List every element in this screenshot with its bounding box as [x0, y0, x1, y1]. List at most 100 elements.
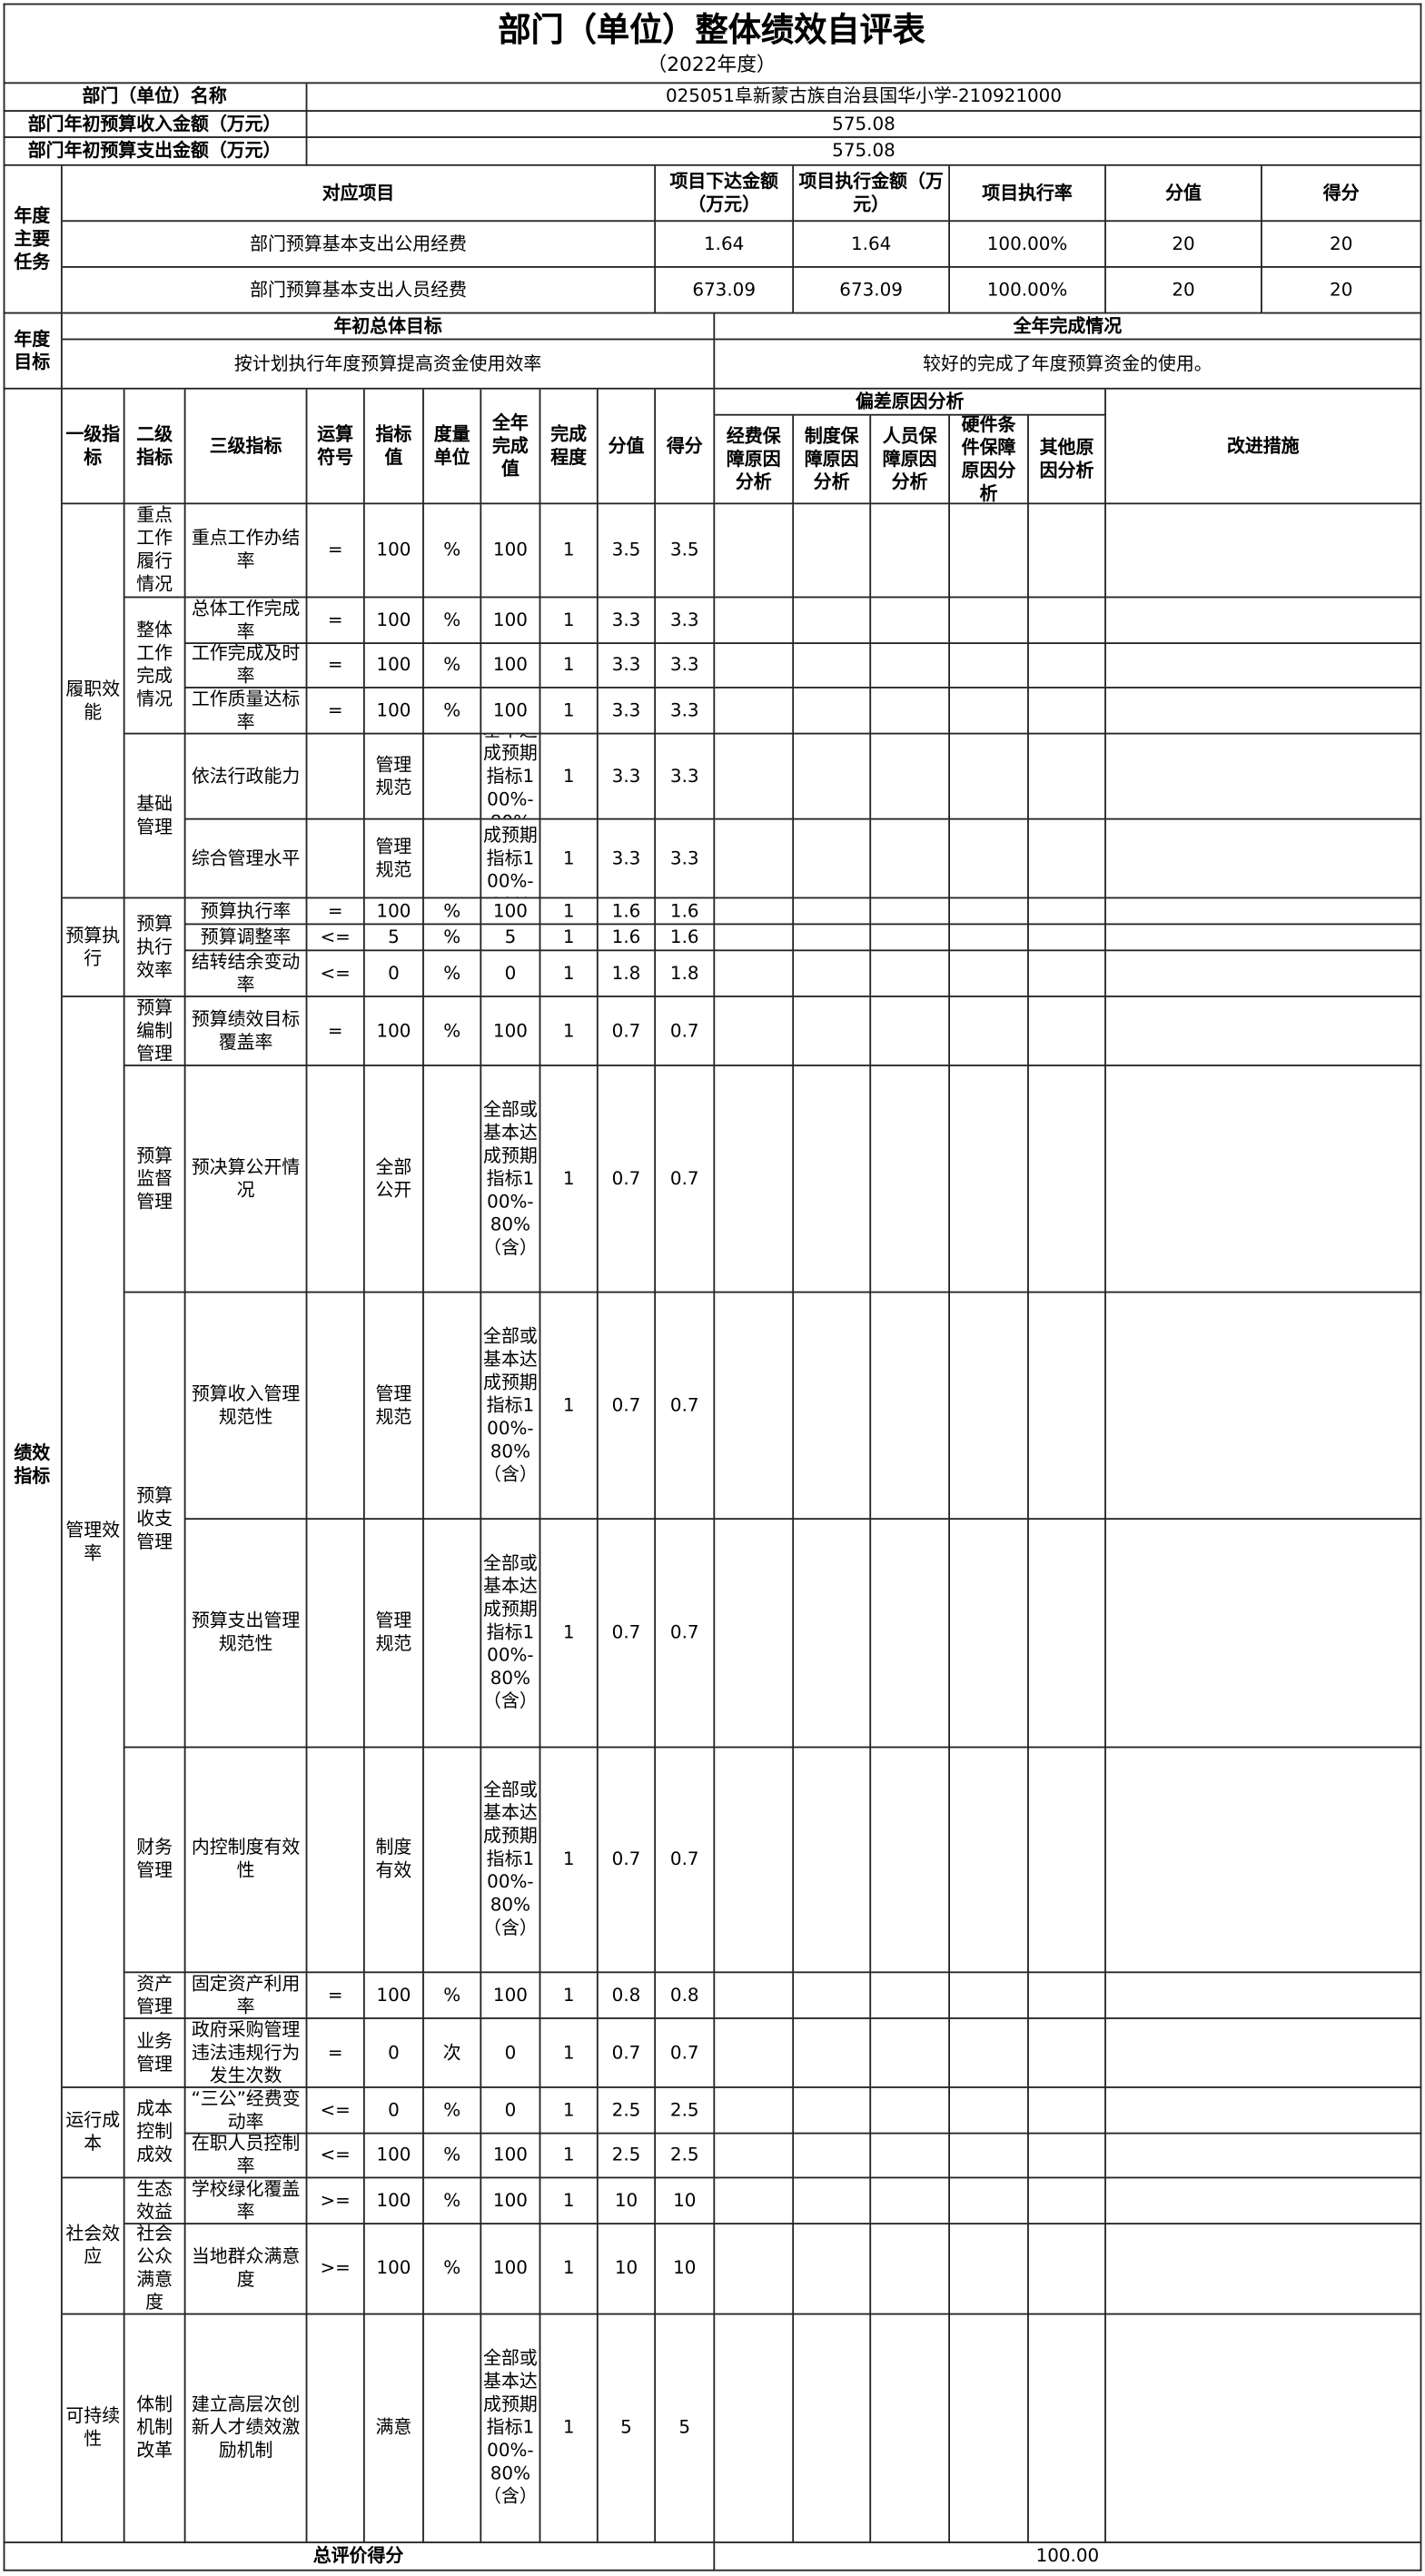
task-cell: 部门预算基本支出公用经费 [62, 222, 657, 268]
empty-cell [1105, 688, 1422, 735]
indicator-cell: 1 [540, 898, 599, 926]
empty-cell [794, 1065, 872, 1293]
indicator-cell: 0.7 [598, 2018, 657, 2088]
info-value-text: 575.08 [832, 112, 896, 134]
indicator-cell: 全部或基本达成预期指标100%-80%（含） [481, 1065, 541, 1293]
task-cell-text: 20 [1172, 278, 1195, 301]
indicator-cell: 管理规范 [364, 734, 424, 820]
empty-cell [1105, 2314, 1422, 2543]
indicator-cell: 1.6 [598, 925, 657, 952]
task-cell: 673.09 [656, 267, 795, 314]
indicator-cell-text: 建立高层次创新人才绩效激励机制 [191, 2393, 301, 2462]
indicator-cell-text: 100 [492, 2144, 528, 2165]
indicator-cell-text: 1 [562, 698, 575, 721]
column-header-text: 项目执行率 [982, 181, 1073, 203]
indicator-cell [423, 819, 482, 899]
indicator-cell: 10 [598, 2178, 657, 2224]
indicator-cell-text: 100 [376, 899, 411, 921]
level1-indicator: 管理效率 [62, 996, 125, 2088]
indicator-cell-text: 预算执行率 [200, 899, 292, 921]
indicator-cell: 100 [481, 2134, 541, 2179]
info-label-text: 部门年初预算收入金额（万元） [27, 112, 282, 134]
task-cell: 20 [1105, 222, 1262, 268]
indicator-cell: 0.7 [598, 1293, 657, 1521]
indicator-cell: 100 [481, 898, 541, 926]
indicator-cell-text: 0.7 [669, 1167, 699, 1189]
indicator-cell-text: 全部或基本达成预期指标100%-80%（含） [483, 1552, 538, 1712]
info-label: 部门年初预算支出金额（万元） [3, 137, 308, 166]
task-cell-text: 20 [1172, 232, 1195, 254]
column-header-text: 项目下达金额（万元） [669, 170, 778, 215]
indicator-cell: 预决算公开情况 [185, 1065, 308, 1293]
empty-cell [871, 2178, 951, 2224]
indicator-cell: 次 [423, 2018, 482, 2088]
indicator-cell: 依法行政能力 [185, 734, 308, 820]
empty-cell [871, 2087, 951, 2135]
indicator-cell: % [423, 2224, 482, 2315]
indicator-cell-text: 1 [562, 2189, 575, 2211]
indicator-cell: 1 [540, 2178, 599, 2224]
task-cell-text: 100.00% [986, 232, 1068, 254]
empty-cell [871, 734, 951, 820]
indicator-cell-text: 3.3 [669, 653, 699, 676]
title-box: 部门（单位）整体绩效自评表 （2022年度） [3, 3, 1422, 84]
empty-cell [794, 2018, 872, 2088]
indicator-cell: 100 [481, 504, 541, 599]
empty-cell [950, 2224, 1029, 2315]
empty-cell [1105, 925, 1422, 952]
column-header: 二级指标 [124, 389, 186, 505]
indicator-cell: 10 [598, 2224, 657, 2315]
empty-cell [1105, 2018, 1422, 2088]
indicator-cell-text: 3.3 [669, 609, 699, 630]
column-header: 项目执行率 [950, 165, 1106, 223]
empty-cell [715, 819, 795, 899]
level2-indicator: 体制机制改革 [124, 2314, 186, 2543]
indicator-cell-text: 1.6 [669, 926, 699, 947]
column-header: 项目下达金额（万元） [656, 165, 795, 223]
indicator-cell-text: 总体工作完成率 [191, 598, 301, 642]
level2-indicator-text: 成本控制成效 [136, 2097, 173, 2165]
indicator-cell: 管理规范 [364, 819, 424, 899]
indicator-cell-text: 制度有效 [375, 1837, 412, 1881]
indicator-cell-text: 100 [492, 899, 528, 921]
indicator-cell-text: 100 [376, 2257, 411, 2279]
column-header-text: 人员保障原因分析 [882, 424, 937, 492]
indicator-cell: <= [307, 925, 365, 952]
column-header: 改进措施 [1105, 389, 1422, 505]
indicator-cell: 0.7 [598, 996, 657, 1066]
empty-cell [871, 2134, 951, 2179]
column-header-text: 二级指标 [136, 422, 173, 468]
indicator-cell: 预算调整率 [185, 925, 308, 952]
indicator-cell: 100 [364, 688, 424, 735]
indicator-cell: 预算支出管理规范性 [185, 1520, 308, 1749]
indicator-cell-text: = [327, 698, 343, 721]
indicator-cell-text: 0.7 [611, 1167, 641, 1189]
indicator-cell: 3.3 [598, 734, 657, 820]
column-header-text: 度量单位 [433, 422, 470, 468]
empty-cell [715, 925, 795, 952]
indicator-cell: % [423, 1973, 482, 2019]
level2-indicator: 整体工作完成情况 [124, 598, 186, 735]
indicator-cell: 1 [540, 819, 599, 899]
indicator-cell-text: 0.7 [611, 1019, 641, 1041]
empty-cell [871, 1748, 951, 1974]
indicator-cell-text: 学校绿化覆盖率 [191, 2178, 301, 2223]
empty-cell [794, 1520, 872, 1749]
indicator-cell: 全部或基本达成预期指标100%-80%（含） [481, 1293, 541, 1521]
indicator-cell: 全部或基本达成预期指标100%-80%（含） [481, 734, 541, 820]
indicator-cell: % [423, 951, 482, 997]
empty-cell [1105, 1520, 1422, 1749]
indicator-cell-text: 3.3 [669, 698, 699, 721]
column-header: 得分 [656, 389, 716, 505]
indicator-cell-text: 1.6 [611, 926, 641, 947]
empty-cell [715, 2224, 795, 2315]
indicator-cell-text: 0 [388, 2041, 400, 2063]
task-cell: 20 [1262, 267, 1422, 314]
level2-indicator-text: 基础管理 [136, 792, 173, 837]
empty-cell [1105, 644, 1422, 689]
empty-cell [715, 1520, 795, 1749]
indicator-cell-text: 0.8 [611, 1984, 641, 2006]
level1-indicator: 履职效能 [62, 504, 125, 899]
indicator-cell: 1.8 [656, 951, 716, 997]
empty-cell [1105, 1065, 1422, 1293]
